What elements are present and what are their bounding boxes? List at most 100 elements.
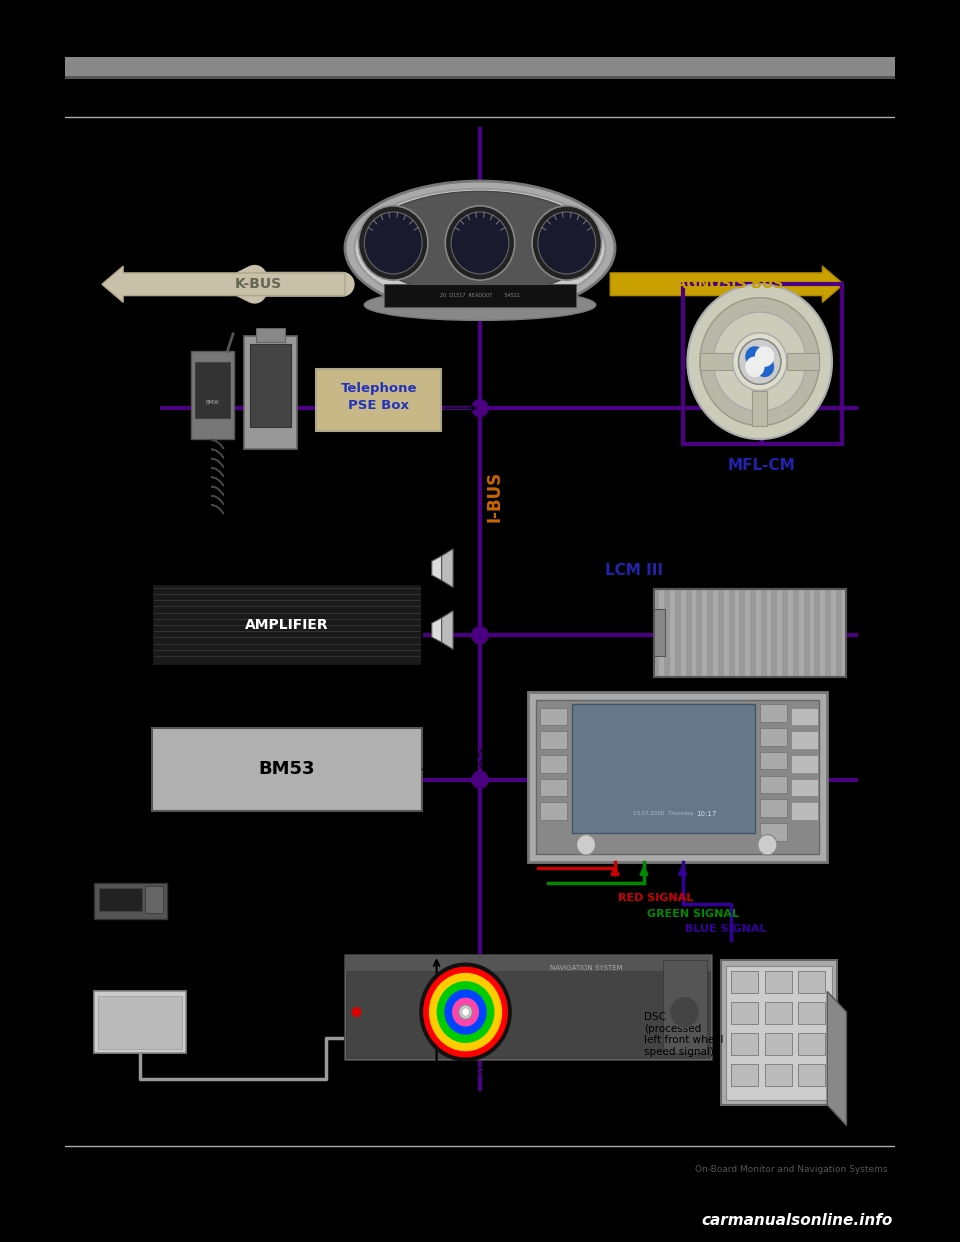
Bar (764, 1063, 792, 1087)
Bar (244, 335, 297, 450)
Text: AMPLIFIER: AMPLIFIER (246, 619, 329, 632)
Text: Example of E38/E39 with Wide Screen Board Monitor: Example of E38/E39 with Wide Screen Boar… (73, 1161, 444, 1175)
Bar (782, 589, 788, 677)
Ellipse shape (354, 189, 606, 308)
Bar (759, 728, 786, 745)
Bar (731, 1063, 757, 1087)
Circle shape (351, 1007, 361, 1017)
Polygon shape (442, 549, 453, 587)
Circle shape (732, 333, 786, 390)
Text: Wide Screen Board Monitor Interface: Wide Screen Board Monitor Interface (73, 101, 449, 118)
Text: BM53: BM53 (259, 760, 315, 779)
Ellipse shape (745, 347, 764, 366)
Bar (718, 589, 724, 677)
Bar (825, 589, 831, 677)
Text: LCM III: LCM III (606, 563, 663, 578)
Text: CD
PLAYER
AUDIO
SIGNALS: CD PLAYER AUDIO SIGNALS (108, 816, 154, 861)
Bar (750, 589, 756, 677)
Circle shape (451, 212, 509, 274)
Bar (804, 589, 809, 677)
Text: DIAGNOSIS BUS: DIAGNOSIS BUS (660, 277, 783, 291)
Bar (764, 1002, 792, 1025)
Bar (65, 76, 895, 78)
Text: REVERSE  SIGNAL FROM: REVERSE SIGNAL FROM (413, 1067, 539, 1077)
Polygon shape (828, 991, 847, 1125)
Circle shape (364, 212, 422, 274)
Bar (739, 589, 745, 677)
Bar (654, 589, 660, 677)
Circle shape (532, 206, 602, 281)
Text: LCM: LCM (413, 1083, 435, 1093)
Bar (384, 284, 576, 307)
Ellipse shape (364, 289, 596, 320)
Text: MFL-CM: MFL-CM (728, 458, 796, 473)
Circle shape (445, 206, 515, 281)
Bar (191, 351, 234, 440)
Circle shape (420, 963, 512, 1062)
FancyArrow shape (102, 266, 345, 302)
Circle shape (576, 835, 596, 856)
Bar (731, 1032, 757, 1056)
Bar (145, 886, 162, 913)
Bar (759, 751, 786, 770)
Text: 10:17: 10:17 (696, 811, 717, 817)
Bar (663, 960, 707, 1053)
Bar (528, 692, 828, 862)
Text: 19: 19 (864, 1154, 887, 1171)
Bar (731, 971, 757, 994)
Ellipse shape (364, 191, 596, 294)
Bar (799, 971, 826, 994)
Bar (540, 755, 566, 773)
Bar (721, 960, 837, 1105)
Circle shape (670, 996, 699, 1027)
Bar (836, 589, 842, 677)
Ellipse shape (745, 356, 764, 378)
Bar (799, 1002, 826, 1025)
Bar (654, 589, 847, 677)
Bar (65, 57, 895, 76)
Circle shape (713, 312, 806, 411)
Circle shape (423, 966, 508, 1057)
Bar (540, 732, 566, 749)
Bar (540, 708, 566, 725)
Text: Telephone
PSE Box: Telephone PSE Box (341, 383, 417, 412)
Bar (790, 708, 818, 725)
Bar (540, 802, 566, 820)
Bar (683, 284, 842, 445)
Circle shape (738, 339, 780, 384)
Bar (764, 971, 792, 994)
Bar (759, 776, 786, 794)
Bar (256, 328, 285, 342)
Ellipse shape (755, 356, 774, 378)
Text: carmanualsonline.info: carmanualsonline.info (702, 1213, 893, 1228)
Ellipse shape (755, 347, 774, 366)
Bar (759, 800, 786, 817)
Bar (152, 728, 422, 811)
Text: RED SIGNAL: RED SIGNAL (618, 893, 693, 903)
Bar (793, 589, 799, 677)
Bar (540, 779, 566, 796)
Bar (98, 996, 182, 1049)
Bar (729, 589, 734, 677)
Bar (685, 589, 691, 677)
Bar (790, 732, 818, 749)
Circle shape (452, 997, 479, 1026)
Text: DSC
(processed
left front wheel
speed signal): DSC (processed left front wheel speed si… (644, 1012, 724, 1057)
Bar (731, 1002, 757, 1025)
Circle shape (429, 972, 502, 1051)
Text: I-BUS: I-BUS (486, 471, 503, 522)
Bar (536, 700, 820, 854)
Bar (345, 955, 711, 1058)
Bar (799, 1063, 826, 1087)
Bar (759, 823, 786, 841)
FancyArrow shape (611, 266, 844, 302)
Text: TAPE PLAYER
AUDIO SIGNALS: TAPE PLAYER AUDIO SIGNALS (432, 749, 514, 770)
Bar (790, 779, 818, 796)
Bar (251, 344, 291, 427)
Bar (764, 1032, 792, 1056)
Text: NAVIGATION
AUDIO
SIGNALS: NAVIGATION AUDIO SIGNALS (297, 826, 361, 859)
Bar (799, 1032, 826, 1056)
Bar (696, 589, 703, 677)
Bar (814, 589, 820, 677)
Text: GREEN SIGNAL: GREEN SIGNAL (647, 909, 739, 919)
